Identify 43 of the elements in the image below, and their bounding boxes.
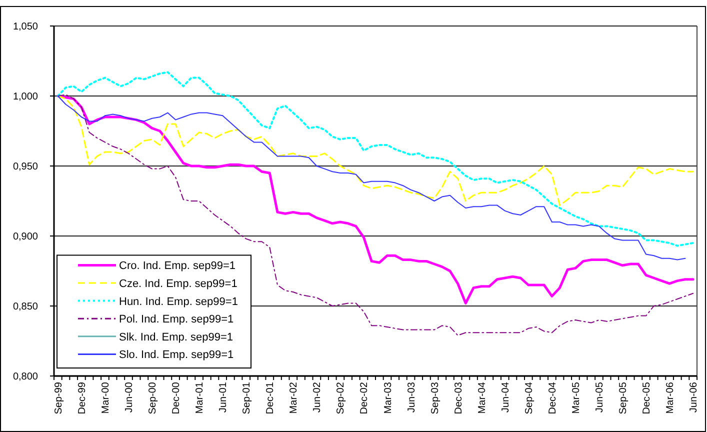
x-tick-label: Dec-99 [76,382,88,414]
x-tick-label: Mar-05 [570,382,582,414]
legend-label: Slk. Ind. Emp. sep99=1 [119,331,234,344]
x-tick-label: Dec-05 [642,382,653,414]
x-tick-label: Mar-02 [288,382,300,414]
x-tick-label: Sep-99 [53,382,64,414]
legend-label: Cro. Ind. Emp. sep99=1 [119,260,236,272]
x-tick-label: Jun-00 [124,382,135,413]
legend-label: Pol. Ind. Emp. sep99=1 [119,314,234,326]
x-tick-label: Sep-01 [242,382,253,414]
x-tick-label: Dec-04 [547,382,558,414]
x-tick-label: Mar-01 [194,382,206,414]
x-tick-label: Dec-01 [265,382,276,414]
x-tick-label: Mar-00 [100,382,112,414]
x-tick-label: Jun-03 [406,382,418,413]
x-tick-label: Mar-03 [382,382,394,414]
x-tick-label: Jun-01 [218,382,230,413]
x-tick-label: Dec-02 [359,382,370,414]
x-tick-label: Dec-03 [453,382,464,414]
line-series [57,95,694,206]
line-series [57,96,686,260]
line-series [56,71,694,247]
x-tick-label: Sep-04 [524,382,535,414]
x-tick-label: Jun-02 [312,382,324,413]
x-tick-label: Sep-02 [336,382,347,414]
x-tick-label: Sep-00 [148,382,159,414]
y-tick-label: 0,800 [12,372,38,382]
legend-label: Hun. Ind. Emp. sep99=1 [119,296,238,308]
x-tick-label: Dec-00 [171,382,182,414]
x-tick-label: Mar-04 [476,382,488,414]
x-tick-label: Sep-05 [618,382,630,414]
x-tick-label: Mar-06 [665,382,676,414]
y-tick-label: 0,850 [12,302,38,312]
y-tick-label: 0,900 [12,232,38,242]
y-tick-label: 0,950 [12,162,38,172]
x-tick-label: Jun-04 [500,382,512,413]
legend-label: Slo. Ind. Emp. sep99=1 [119,349,234,362]
y-tick-label: 1,050 [12,22,38,32]
x-tick-label: Sep-03 [430,382,441,414]
x-tick-label: Jun-06 [688,382,700,413]
legend-label: Cze. Ind. Emp. sep99=1 [119,278,238,290]
x-tick-label: Jun-05 [594,382,606,413]
y-tick-label: 1,000 [12,92,38,102]
